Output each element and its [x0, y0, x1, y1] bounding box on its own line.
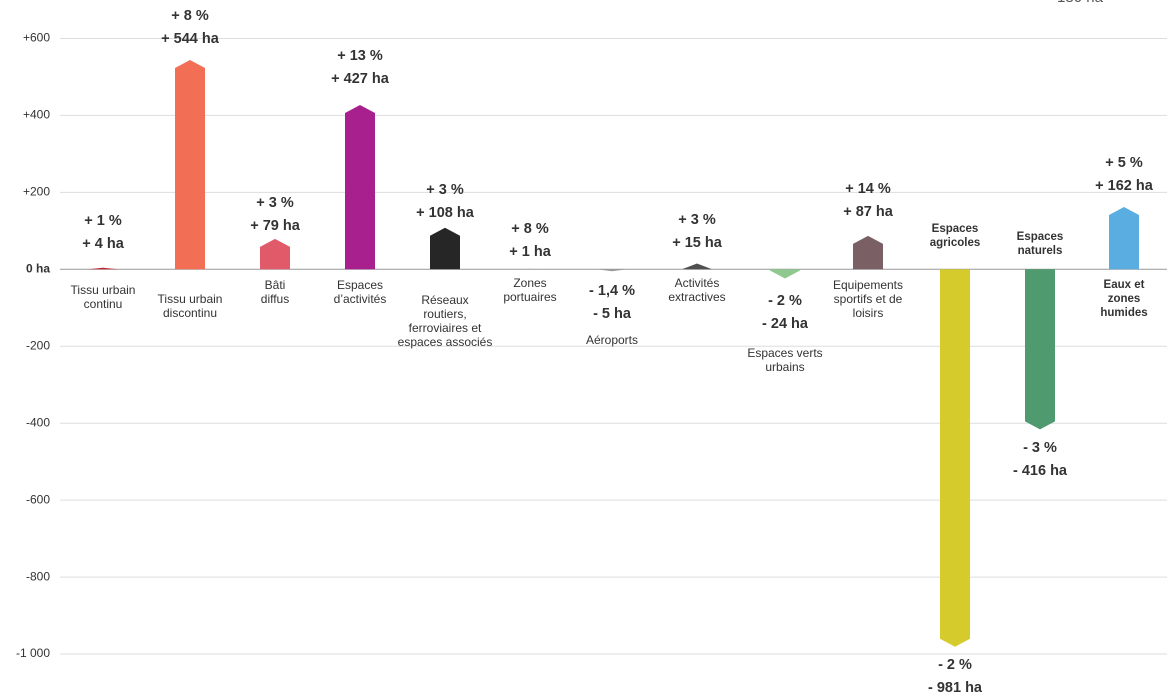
percent-label: + 14 %	[845, 181, 891, 197]
y-tick-label: 0 ha	[26, 261, 50, 275]
bar	[88, 267, 118, 270]
category-label: Equipements sportifs et de loisirs	[832, 278, 904, 320]
category-label: Zones portuaires	[503, 276, 557, 304]
bar	[175, 60, 205, 270]
category-label: Activités extractives	[668, 276, 726, 304]
bar	[430, 227, 460, 270]
category-label: Aéroports	[585, 333, 639, 347]
y-tick-label: -200	[26, 338, 50, 352]
value-label: + 87 ha	[843, 204, 893, 220]
value-label: - 981 ha	[928, 680, 982, 696]
value-label: - 416 ha	[1013, 463, 1067, 479]
y-tick-label: -600	[26, 492, 50, 506]
value-label: - 5 ha	[593, 306, 631, 322]
bar	[940, 269, 970, 647]
y-tick-label: -400	[26, 415, 50, 429]
category-label: Espaces naturels	[1016, 231, 1064, 257]
category-label: Espaces verts urbains	[747, 346, 823, 374]
percent-label: + 5 %	[1105, 155, 1143, 171]
bar	[682, 263, 712, 270]
value-label: - 24 ha	[762, 316, 808, 332]
bar	[1109, 206, 1139, 270]
y-tick-label: +200	[23, 185, 50, 199]
category-label: Tissu urbain discontinu	[157, 292, 223, 320]
percent-label: - 1,4 %	[589, 283, 635, 299]
y-tick-label: -800	[26, 569, 50, 583]
value-label: + 544 ha	[161, 31, 219, 47]
value-label: + 4 ha	[82, 236, 124, 252]
category-label: Réseaux routiers, ferroviaires et espace…	[397, 293, 493, 349]
percent-label: - 3 %	[1023, 440, 1057, 456]
annotation: 180 ha	[1057, 0, 1104, 6]
bar	[345, 105, 375, 270]
y-tick-label: +400	[23, 108, 50, 122]
value-label: + 162 ha	[1095, 178, 1153, 194]
bar	[770, 269, 800, 279]
value-label: + 79 ha	[250, 218, 300, 234]
value-label: + 1 ha	[509, 244, 551, 260]
bar	[597, 269, 627, 272]
percent-label: - 2 %	[938, 657, 972, 673]
value-label: + 427 ha	[331, 71, 389, 87]
percent-label: + 1 %	[84, 213, 122, 229]
bar	[260, 238, 290, 270]
category-label: Espaces agricoles	[929, 223, 981, 249]
y-tick-label: +600	[23, 31, 50, 45]
category-label: Eaux et zones humides	[1100, 279, 1148, 319]
percent-label: + 13 %	[337, 48, 383, 64]
category-label: Espaces d’activités	[333, 278, 387, 306]
category-label: Tissu urbain continu	[70, 283, 136, 311]
y-tick-label: -1 000	[16, 646, 50, 660]
percent-label: - 2 %	[768, 293, 802, 309]
percent-label: + 8 %	[511, 221, 549, 237]
category-label: Bâti diffus	[260, 278, 290, 306]
bar	[853, 235, 883, 270]
percent-label: + 3 %	[426, 182, 464, 198]
bar	[1025, 269, 1055, 430]
percent-label: + 3 %	[256, 195, 294, 211]
value-label: + 108 ha	[416, 205, 474, 221]
percent-label: + 8 %	[171, 8, 209, 24]
percent-label: + 3 %	[678, 212, 716, 228]
value-label: + 15 ha	[672, 235, 722, 251]
